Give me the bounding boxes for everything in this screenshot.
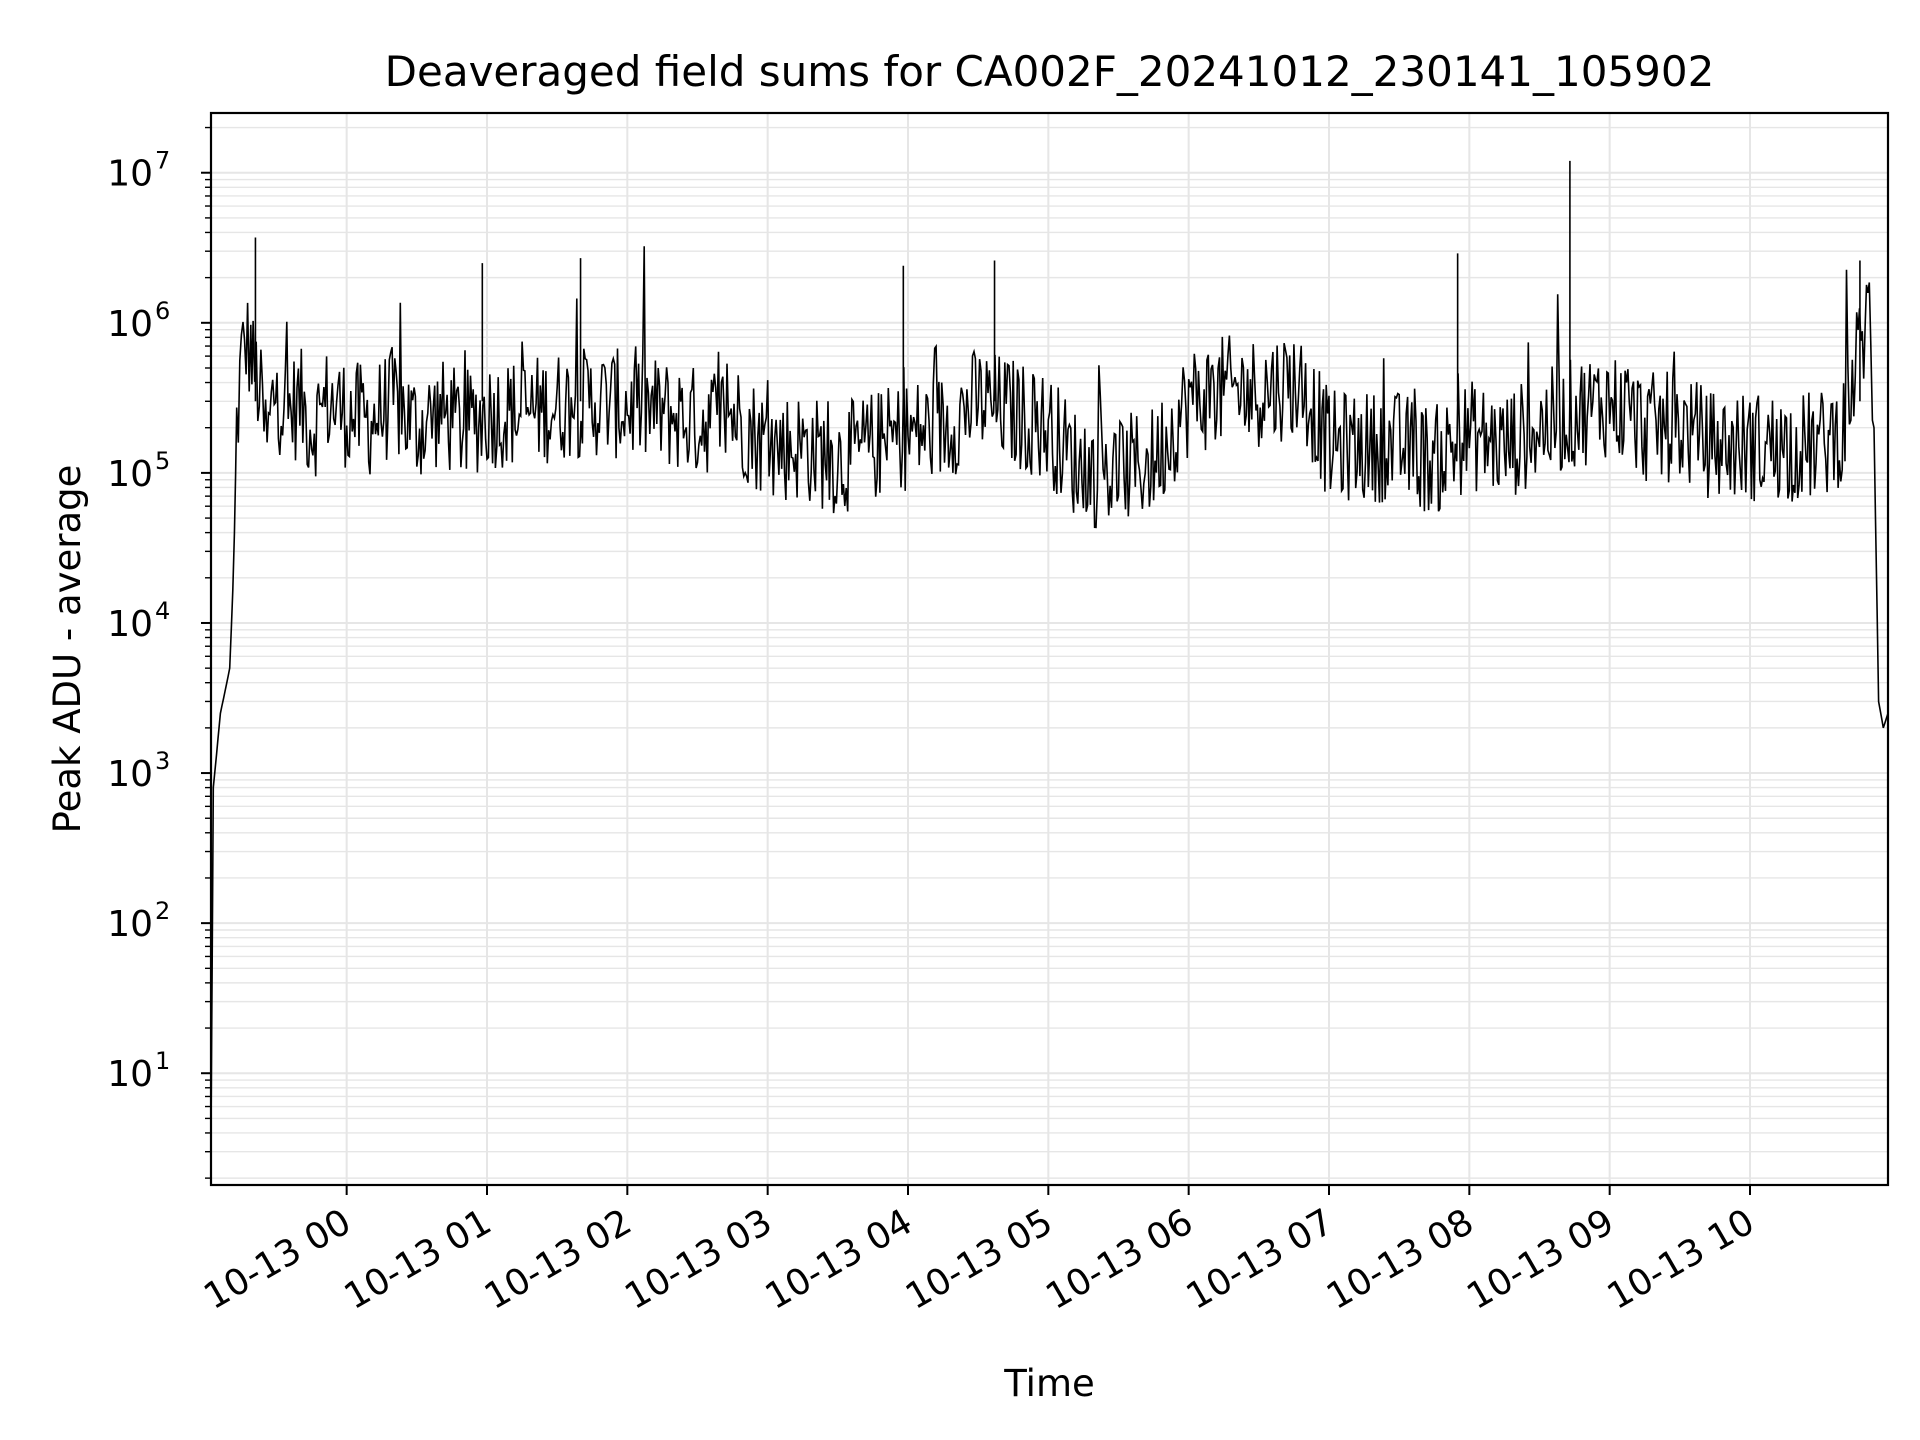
y-tick-label: 10 <box>107 904 153 945</box>
y-tick-exponent: 6 <box>155 297 170 325</box>
grid <box>211 113 1888 1185</box>
y-tick-label: 10 <box>107 1054 153 1095</box>
y-tick-exponent: 2 <box>155 897 170 925</box>
plot-frame <box>209 111 1890 1187</box>
y-tick-label: 10 <box>107 454 153 495</box>
y-axis-title: Peak ADU - average <box>46 465 89 834</box>
y-tick-exponent: 4 <box>155 597 170 625</box>
y-tick-label: 10 <box>107 754 153 795</box>
chart-title: Deaveraged field sums for CA002F_2024101… <box>385 47 1715 96</box>
series-line <box>210 246 1889 1134</box>
y-tick-exponent: 5 <box>155 447 170 475</box>
data-layer <box>210 160 1889 1134</box>
x-axis-title: Time <box>1003 1362 1095 1405</box>
spikes <box>254 160 1861 402</box>
y-tick-label: 10 <box>107 154 153 195</box>
y-tick-exponent: 3 <box>155 747 170 775</box>
y-tick-label: 10 <box>107 304 153 345</box>
y-tick-label: 10 <box>107 604 153 645</box>
y-tick-exponent: 7 <box>155 147 170 175</box>
y-tick-exponent: 1 <box>155 1047 170 1075</box>
